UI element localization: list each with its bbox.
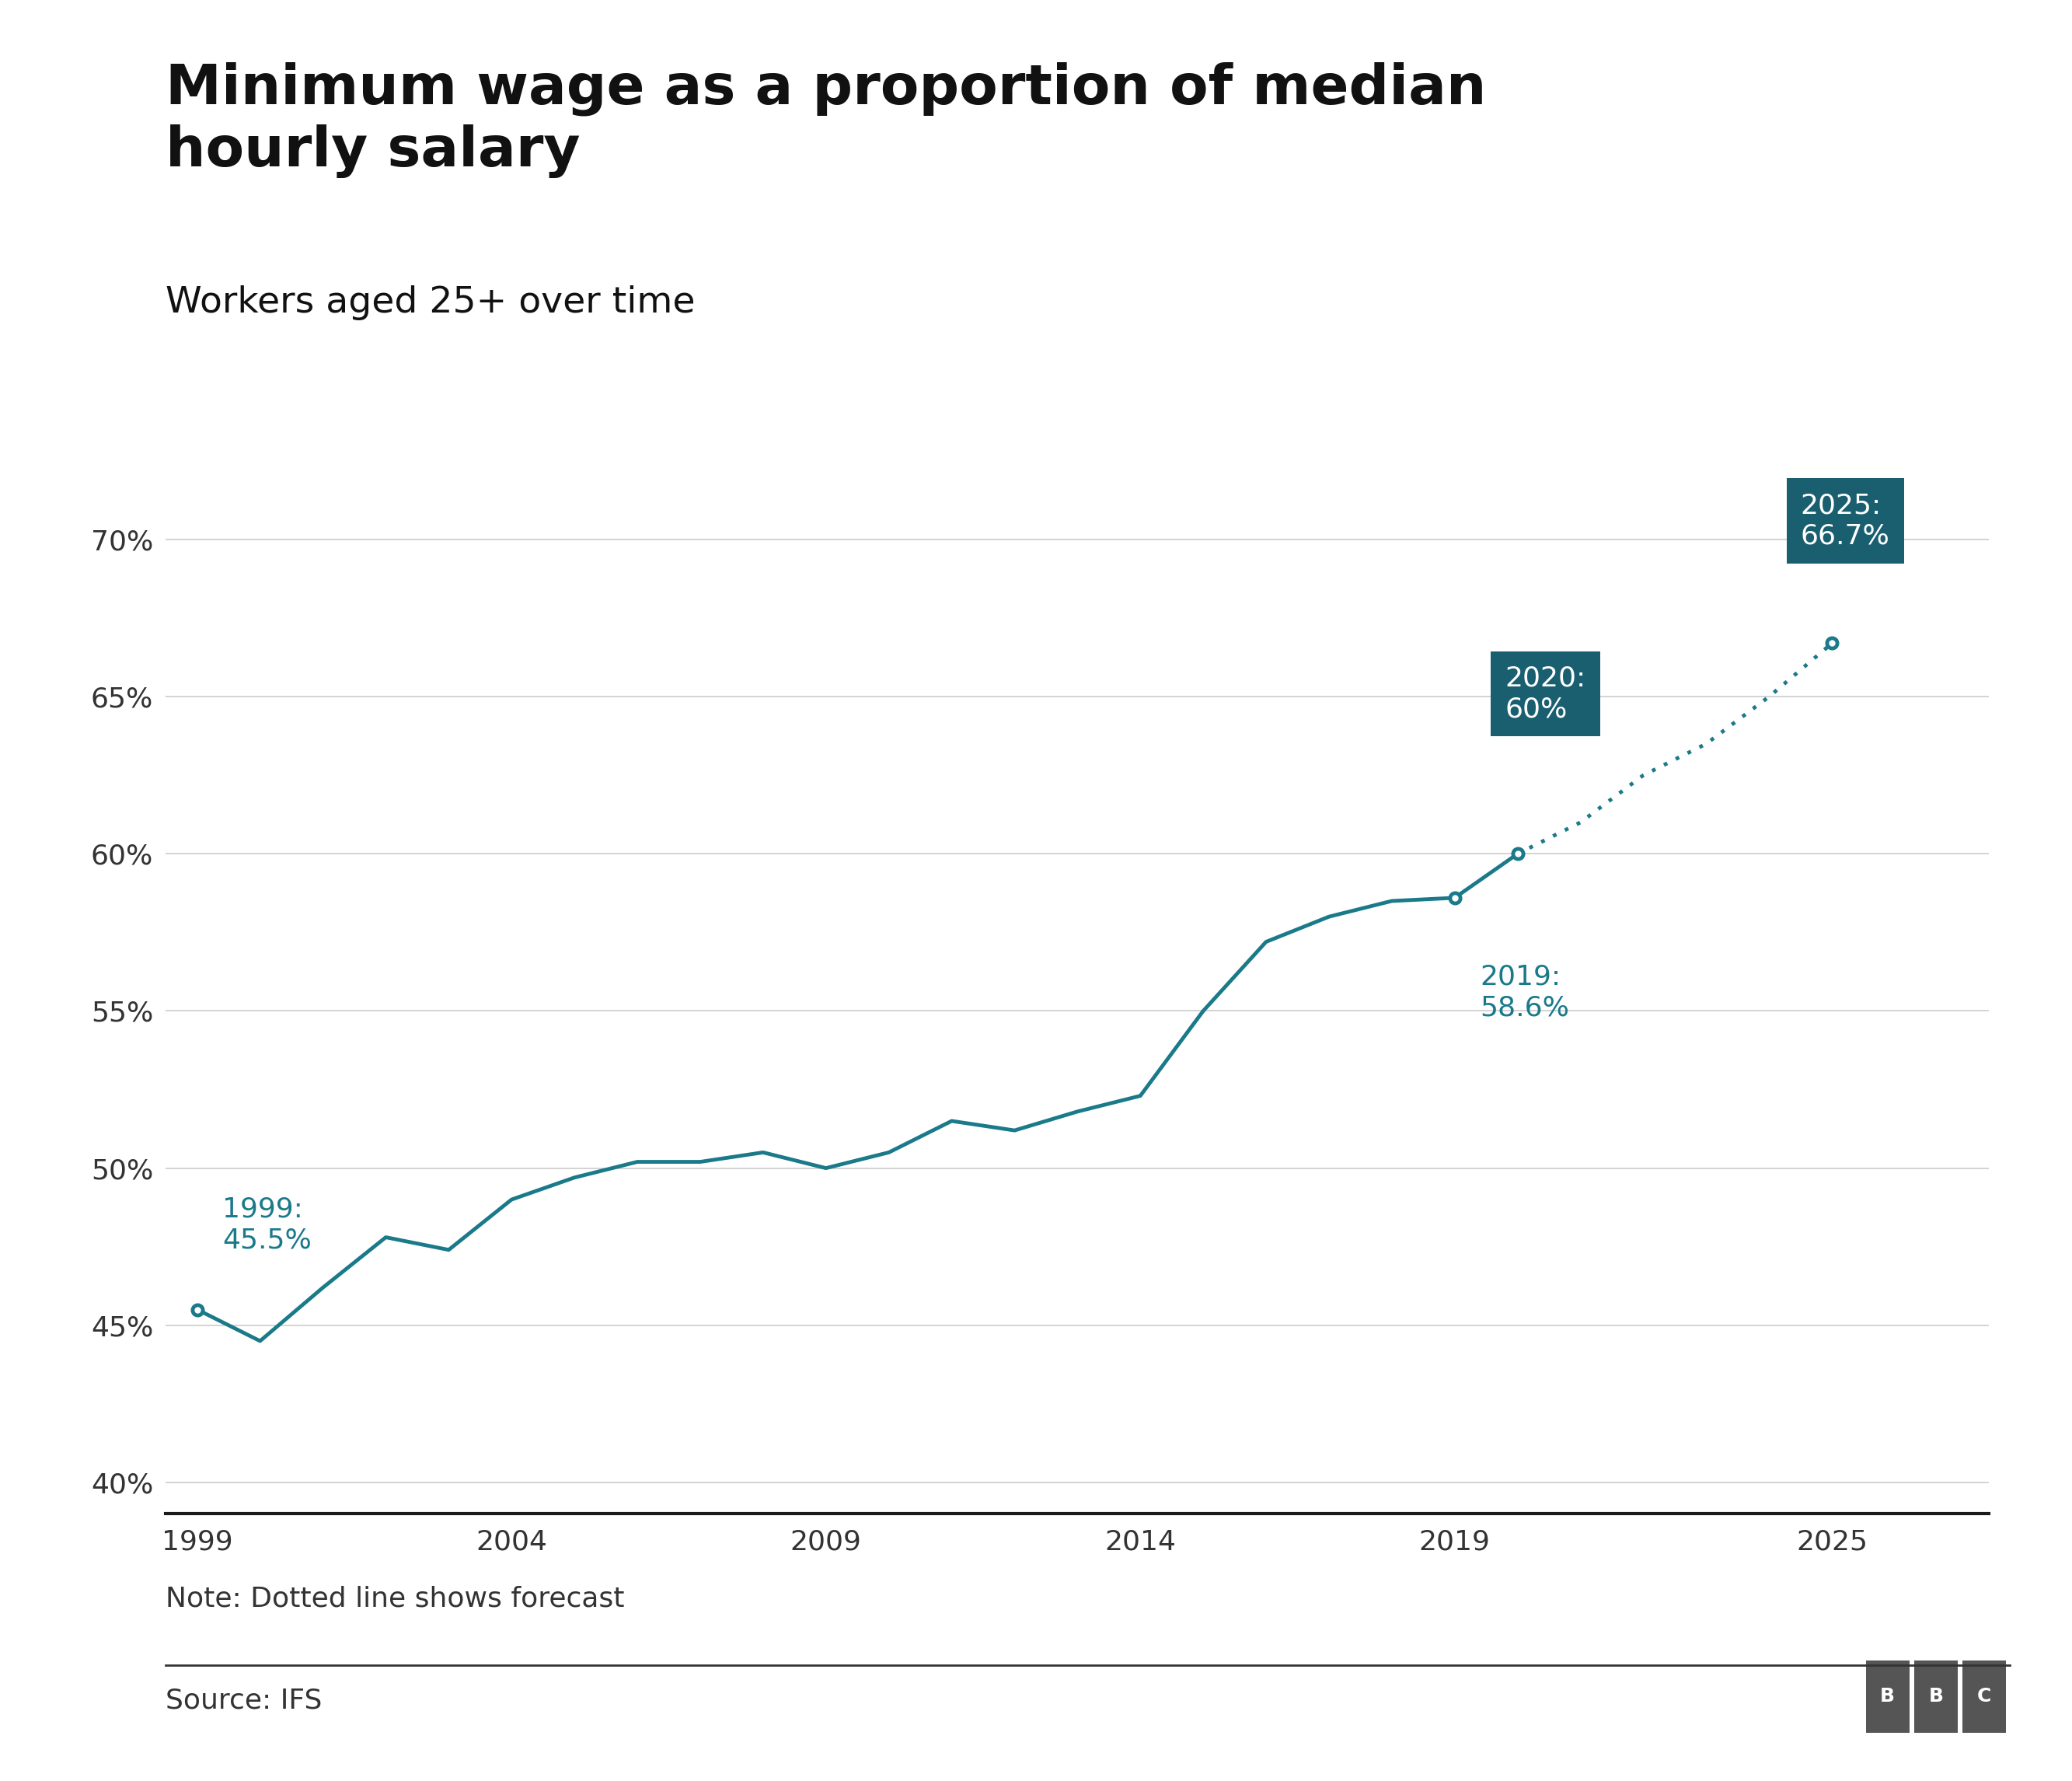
Text: Note: Dotted line shows forecast: Note: Dotted line shows forecast: [166, 1585, 624, 1612]
FancyBboxPatch shape: [1962, 1660, 2006, 1733]
Text: Source: IFS: Source: IFS: [166, 1688, 323, 1713]
Text: C: C: [1977, 1687, 1991, 1706]
FancyBboxPatch shape: [1865, 1660, 1908, 1733]
Text: 2019:
58.6%: 2019: 58.6%: [1479, 964, 1569, 1021]
FancyBboxPatch shape: [1915, 1660, 1958, 1733]
Text: Workers aged 25+ over time: Workers aged 25+ over time: [166, 285, 696, 321]
Text: 2025:
66.7%: 2025: 66.7%: [1801, 492, 1890, 550]
Text: B: B: [1929, 1687, 1944, 1706]
Text: 1999:
45.5%: 1999: 45.5%: [222, 1197, 311, 1254]
Text: Minimum wage as a proportion of median
hourly salary: Minimum wage as a proportion of median h…: [166, 62, 1486, 178]
Text: B: B: [1879, 1687, 1896, 1706]
Text: 2020:
60%: 2020: 60%: [1504, 666, 1585, 723]
